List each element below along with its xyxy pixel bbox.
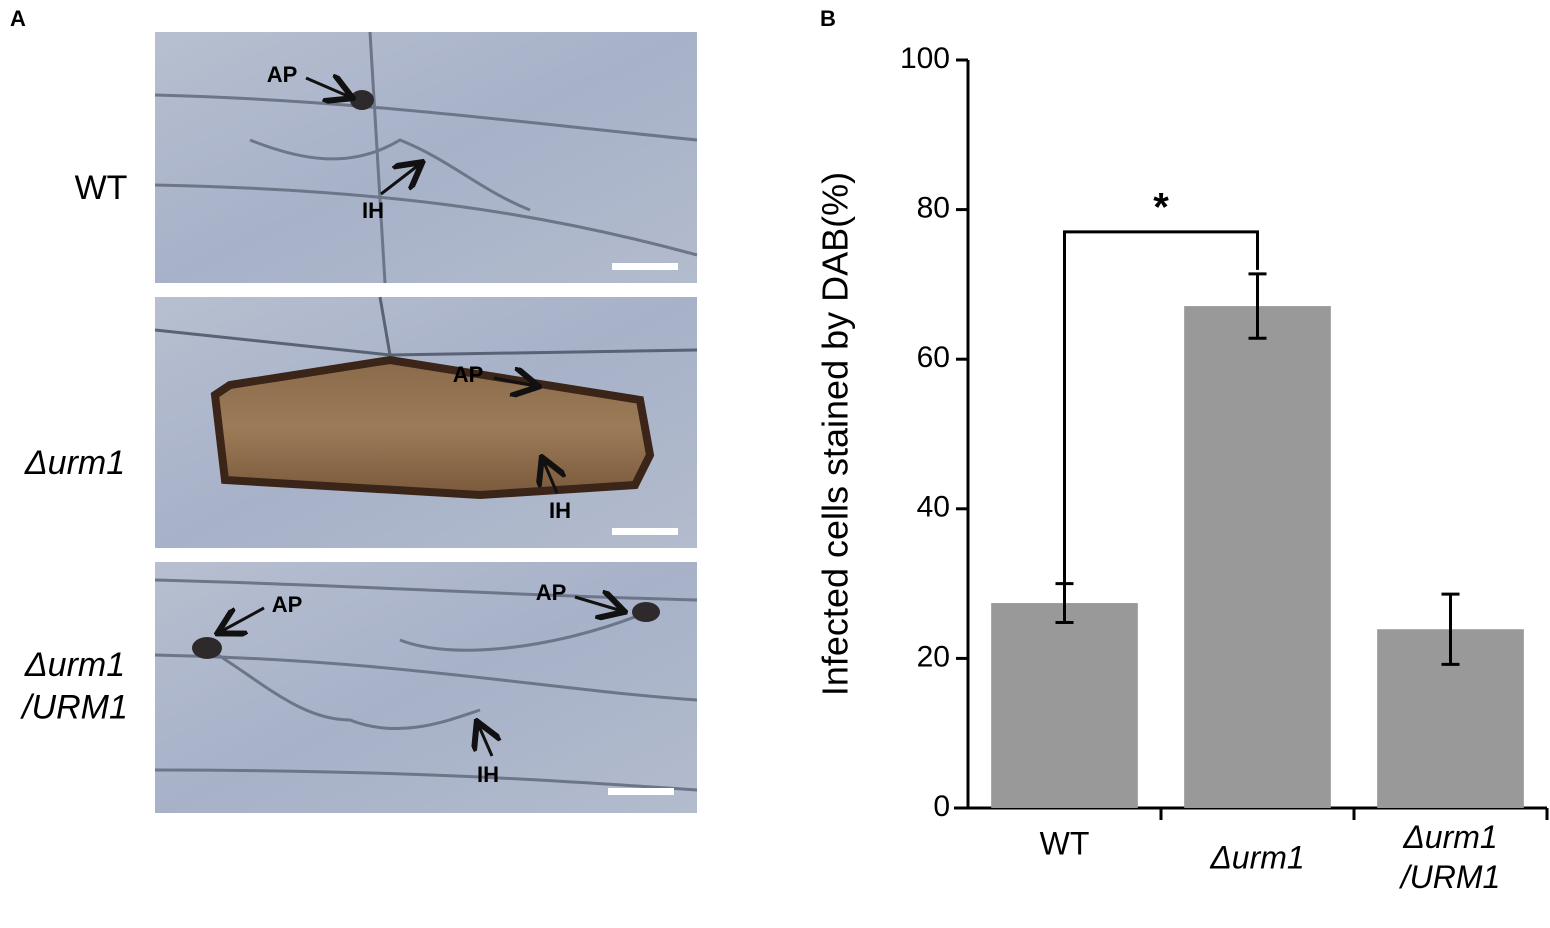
- annotation: AP: [267, 62, 298, 87]
- annotation: AP: [272, 592, 303, 617]
- error-bar: [1441, 592, 1460, 666]
- annotation: IH: [362, 198, 384, 223]
- significance-bracket: [1063, 230, 1259, 584]
- x-tick-label: Δurm1: [1209, 839, 1304, 875]
- bar: [1184, 306, 1331, 808]
- panel-label: B: [820, 6, 836, 31]
- y-tick-label: 80: [917, 192, 950, 225]
- y-tick-label: 20: [917, 640, 950, 673]
- x-tick-label: Δurm1/URM1: [1399, 819, 1501, 895]
- row-label: Δurm1/URM1: [20, 646, 128, 727]
- micrograph-wt: [154, 31, 698, 284]
- y-tick-label: 0: [933, 790, 950, 823]
- annotation: IH: [549, 498, 571, 523]
- arrows: [220, 78, 622, 757]
- x-tick-label: WT: [1040, 825, 1090, 861]
- error-bar: [1248, 272, 1267, 340]
- y-tick-label: 100: [900, 42, 950, 75]
- annotation: IH: [477, 762, 499, 787]
- significance-mark: *: [1153, 185, 1169, 229]
- bar: [991, 603, 1138, 808]
- row-label: Δurm1: [24, 444, 125, 482]
- panel-label: A: [10, 6, 26, 31]
- micrograph-urm1: [154, 296, 698, 548]
- micrograph-complemented: [154, 562, 698, 813]
- y-tick-label: 60: [917, 341, 950, 374]
- row-label: WT: [75, 169, 128, 207]
- y-axis-title: Infected cells stained by DAB(%): [815, 172, 856, 696]
- annotation: AP: [536, 580, 567, 605]
- y-tick-label: 40: [917, 491, 950, 524]
- annotation: AP: [453, 362, 484, 387]
